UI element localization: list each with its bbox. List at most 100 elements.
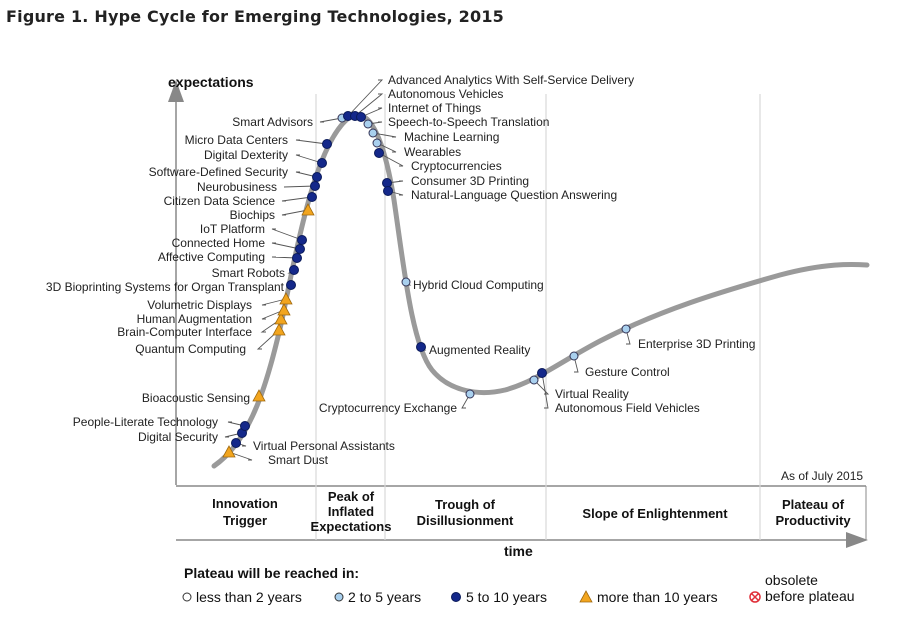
label-digital-dexterity: Digital Dexterity [204, 148, 288, 162]
phase-labels: Innovation Trigger Peak of Inflated Expectat… [212, 489, 851, 534]
leader-iot-platform [271, 228, 303, 241]
label-virtual-personal-assistants: Virtual Personal Assistants [253, 439, 395, 453]
y-axis-label: expectations [168, 74, 254, 90]
marker-micro-data-centers [322, 139, 332, 149]
leader-micro-data-centers [295, 139, 328, 145]
marker-cryptocurrencies [374, 148, 384, 158]
label-smart-advisors: Smart Advisors [232, 115, 313, 129]
marker-cryptocurrency-exchange [465, 389, 475, 399]
label-3d-bioprinting-systems-for-organ-transplant: 3D Bioprinting Systems for Organ Transpl… [46, 280, 285, 294]
label-internet-of-things: Internet of Things [388, 101, 481, 115]
legend-label-obsolete-1: obsolete [765, 572, 818, 588]
label-citizen-data-science: Citizen Data Science [164, 194, 276, 208]
leader-human-augmentation [261, 309, 285, 320]
label-natural-language-question-answering: Natural-Language Question Answering [411, 188, 617, 202]
phase-label-innovation-trigger: Innovation Trigger [212, 496, 278, 528]
leader-cryptocurrency-exchange [461, 393, 471, 409]
leader-software-defined-security [295, 171, 318, 178]
marker-machine-learning [368, 128, 378, 138]
label-autonomous-vehicles: Autonomous Vehicles [388, 87, 503, 101]
marker-gesture-control [569, 351, 579, 361]
label-volumetric-displays: Volumetric Displays [147, 298, 252, 312]
leader-people-literate-technology [227, 421, 246, 427]
marker-people-literate-technology [240, 421, 250, 431]
leader-neurobusiness [283, 185, 316, 188]
legend-label-5to10: 5 to 10 years [466, 589, 547, 605]
label-biochips: Biochips [230, 208, 275, 222]
label-connected-home: Connected Home [172, 236, 266, 250]
marker-autonomous-field-vehicles [537, 368, 547, 378]
label-neurobusiness: Neurobusiness [197, 180, 277, 194]
marker-virtual-reality [529, 375, 539, 385]
marker-human-augmentation [277, 303, 291, 316]
marker-volumetric-displays [279, 292, 293, 305]
label-enterprise-3d-printing: Enterprise 3D Printing [638, 337, 755, 351]
leader-wearables [376, 142, 397, 153]
legend-label-obsolete-2: before plateau [765, 588, 855, 604]
marker-digital-dexterity [317, 158, 327, 168]
leader-autonomous-field-vehicles [541, 372, 549, 409]
leader-smart-advisors [319, 117, 343, 123]
hype-curve [211, 112, 870, 469]
label-quantum-computing: Quantum Computing [135, 342, 246, 356]
legend-label-gt10: more than 10 years [597, 589, 718, 605]
leader-cryptocurrencies [378, 152, 404, 167]
leader-connected-home [271, 242, 301, 250]
leader-autonomous-vehicles [354, 93, 384, 117]
leader-digital-security [224, 432, 243, 438]
label-consumer-3d-printing: Consumer 3D Printing [411, 174, 529, 188]
marker-bioacoustic-sensing [252, 389, 266, 402]
label-digital-security: Digital Security [138, 430, 218, 444]
marker-iot-platform [297, 235, 307, 245]
label-people-literate-technology: People-Literate Technology [73, 415, 218, 429]
legend-marker-lt2 [182, 592, 192, 602]
legend-title: Plateau will be reached in: [184, 565, 359, 581]
legend-marker-gt10 [579, 590, 593, 603]
marker-virtual-personal-assistants [231, 438, 241, 448]
label-virtual-reality: Virtual Reality [555, 387, 629, 401]
marker-biochips [301, 203, 315, 216]
phase-label-trough-of-disillusionment: Trough of Disillusionment [417, 497, 514, 528]
leader-natural-language-question-answering [387, 190, 404, 196]
leader-consumer-3d-printing [386, 180, 404, 184]
marker-augmented-reality [416, 342, 426, 352]
legend-label-2to5: 2 to 5 years [348, 589, 421, 605]
leader-biochips [281, 209, 309, 216]
x-axis-label: time [504, 543, 533, 559]
leader-citizen-data-science [281, 196, 313, 202]
label-iot-platform: IoT Platform [200, 222, 265, 236]
marker-software-defined-security [312, 172, 322, 182]
label-cryptocurrencies: Cryptocurrencies [411, 159, 502, 173]
phase-label-slope-of-enlightenment: Slope of Enlightenment [582, 506, 728, 521]
leader-gesture-control [573, 355, 579, 373]
label-gesture-control: Gesture Control [585, 365, 670, 379]
marker-internet-of-things [356, 112, 366, 122]
leader-quantum-computing [256, 329, 280, 350]
marker-smart-robots [289, 265, 299, 275]
label-advanced-analytics-with-self-service-delivery: Advanced Analytics With Self-Service Del… [388, 73, 634, 87]
label-autonomous-field-vehicles: Autonomous Field Vehicles [555, 401, 700, 415]
leader-volumetric-displays [261, 298, 287, 306]
leader-speech-to-speech-translation [367, 121, 383, 125]
marker-wearables [372, 138, 382, 148]
marker-quantum-computing [272, 323, 286, 336]
marker-natural-language-question-answering [383, 186, 393, 196]
label-hybrid-cloud-computing: Hybrid Cloud Computing [413, 278, 544, 292]
marker-citizen-data-science [307, 192, 317, 202]
marker-speech-to-speech-translation [363, 119, 373, 129]
legend-label-lt2: less than 2 years [196, 589, 302, 605]
legend-marker-obsolete [749, 591, 761, 603]
marker-neurobusiness [310, 181, 320, 191]
phase-label-peak-of-inflated-expectations: Peak of Inflated Expectations [311, 489, 392, 534]
x-axis-arrow [846, 532, 868, 548]
leader-affective-computing [271, 256, 298, 259]
leader-digital-dexterity [295, 154, 323, 164]
leader-machine-learning [372, 132, 397, 138]
leader-brain-computer-interface [260, 318, 282, 333]
leader-internet-of-things [360, 107, 383, 118]
label-smart-robots: Smart Robots [212, 266, 285, 280]
label-machine-learning: Machine Learning [404, 130, 499, 144]
label-affective-computing: Affective Computing [158, 250, 265, 264]
marker-affective-computing [292, 253, 302, 263]
